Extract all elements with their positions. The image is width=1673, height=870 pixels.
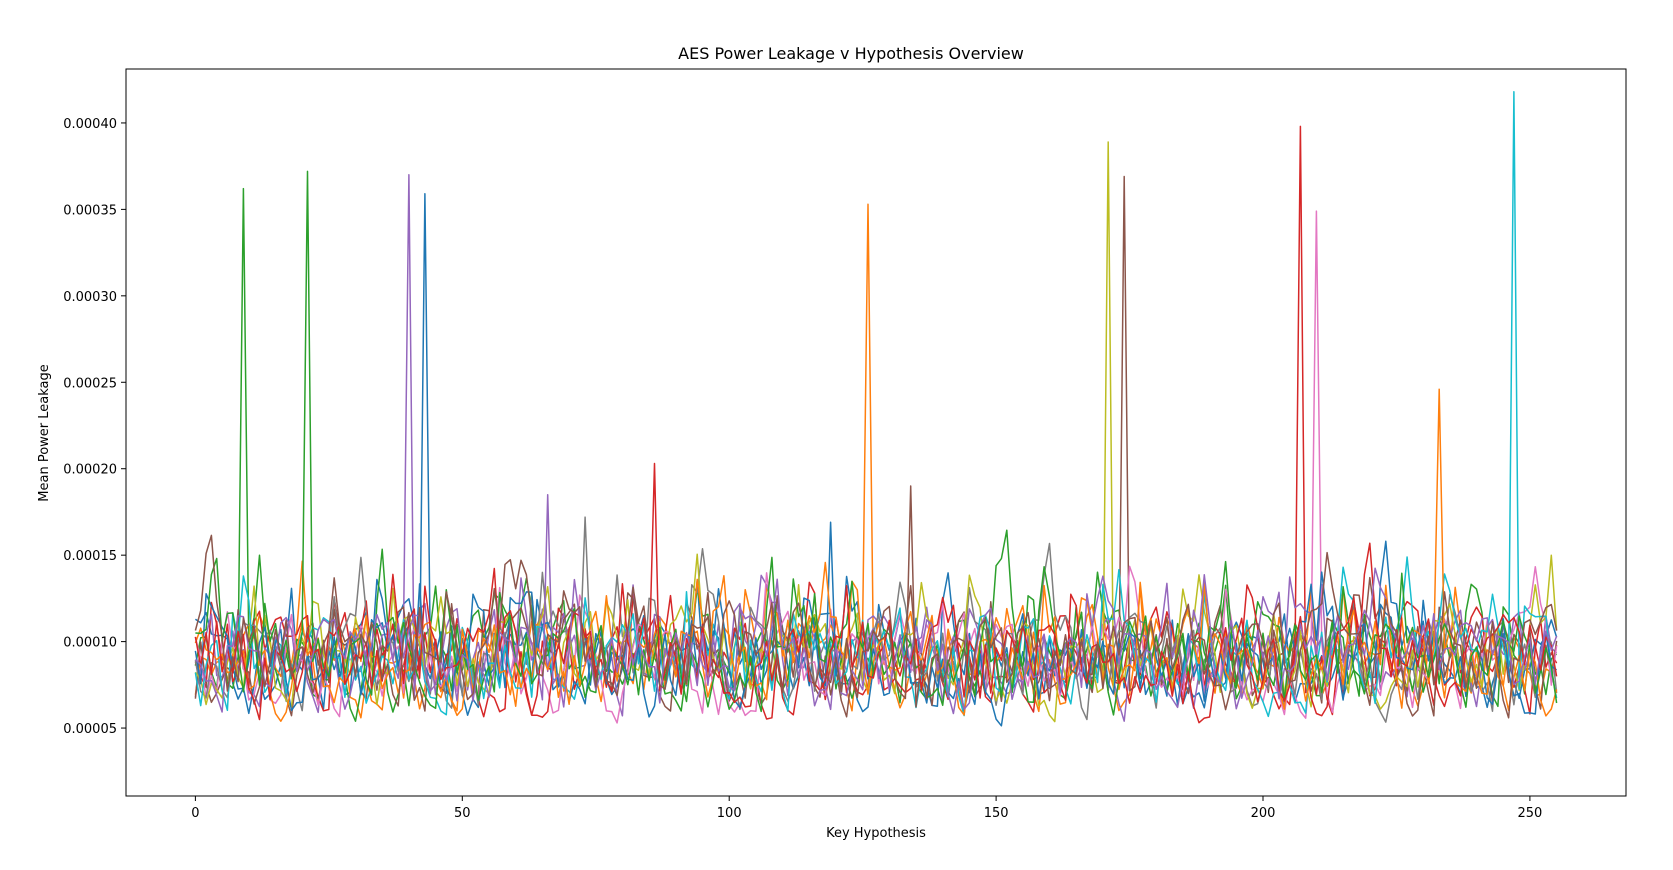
y-tick-label: 0.00015	[63, 549, 117, 564]
x-tick-label: 150	[984, 806, 1009, 821]
y-tick-label: 0.00030	[63, 290, 117, 305]
y-tick-label: 0.00035	[63, 203, 117, 218]
x-axis: 0 50 100 150 200 250	[191, 796, 1542, 821]
plot-frame	[125, 68, 1627, 797]
y-tick-label: 0.00010	[63, 636, 117, 651]
y-tick-label: 0.00025	[63, 376, 117, 391]
y-axis-title: Mean Power Leakage	[37, 364, 52, 501]
x-tick-label: 0	[191, 806, 199, 821]
y-axis: 0.00005 0.00010 0.00015 0.00020 0.00025 0.000…	[63, 117, 126, 737]
series-line	[194, 493, 1558, 715]
y-tick-label: 0.00005	[63, 722, 117, 737]
series-line	[194, 174, 1558, 722]
x-tick-label: 100	[717, 806, 742, 821]
series-group	[194, 91, 1558, 727]
series-line	[194, 485, 1558, 719]
chart-title: AES Power Leakage v Hypothesis Overview	[678, 44, 1024, 63]
x-tick-label: 200	[1251, 806, 1276, 821]
x-tick-label: 250	[1518, 806, 1543, 821]
y-tick-label: 0.00040	[63, 117, 117, 132]
x-tick-label: 50	[454, 806, 471, 821]
y-tick-label: 0.00020	[63, 463, 117, 478]
x-axis-title: Key Hypothesis	[826, 826, 926, 841]
